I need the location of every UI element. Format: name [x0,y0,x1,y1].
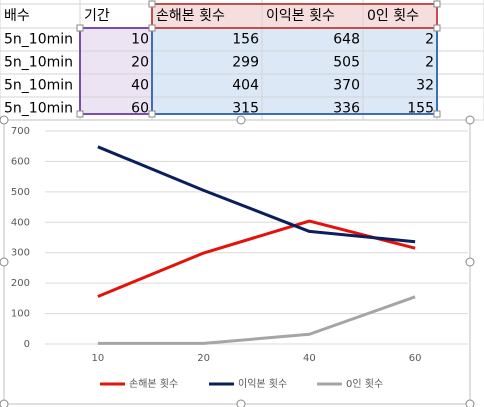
selection-handle [148,110,156,118]
resize-handle [236,399,246,407]
x-tick-label: 20 [197,353,210,364]
table-cell: 156 [232,32,259,48]
table-cell: 5n_10min [4,32,73,48]
resize-handle [0,115,9,125]
x-tick-label: 60 [409,353,422,364]
selection-handle [148,24,156,32]
header-cell: 손해본 횟수 [156,8,225,24]
y-tick-label: 300 [11,248,30,259]
y-tick-label: 500 [11,187,30,198]
selection-handle [433,0,441,8]
selection-handle [433,24,441,32]
resize-handle [465,399,475,407]
legend-label: 손해본 횟수 [129,377,178,390]
table-cell: 32 [416,78,434,94]
table-cell: 5n_10min [4,55,73,71]
table-backgrounds [80,4,437,114]
x-tick-label: 40 [303,353,316,364]
header-cell: 0인 횟수 [367,8,419,24]
resize-handle [236,115,246,125]
resize-handle [465,257,475,267]
table-cell: 5n_10min [4,101,73,117]
y-tick-label: 0 [24,339,30,350]
table-cell: 370 [333,78,360,94]
table-cell: 404 [232,78,259,94]
table-cell: 505 [333,55,360,71]
table-cell: 336 [333,101,360,117]
range-fill [80,28,152,114]
selection-handle [76,110,84,118]
y-tick-label: 700 [11,126,30,137]
line [97,219,416,298]
header-cell: 기간 [84,8,110,24]
y-tick-label: 200 [11,278,30,289]
range-fill [152,28,437,114]
line [97,295,416,345]
resize-handle [465,115,475,125]
table-cell: 2 [425,55,434,71]
table-cell: 648 [333,32,360,48]
header-cell: 이익본 횟수 [266,8,335,24]
table-cell: 299 [232,55,259,71]
range-fill [152,4,437,28]
selection-handle [433,110,441,118]
legend-label: 이익본 횟수 [238,378,287,390]
selection-handle [148,0,156,8]
legend-label: 0인 횟수 [346,378,383,390]
line [97,145,416,244]
table-cell: 60 [131,101,149,117]
table-cell: 315 [232,101,259,117]
x-tick-label: 10 [92,353,105,364]
table-cell: 2 [425,32,434,48]
table-cell: 5n_10min [4,78,73,94]
table-cell: 10 [131,32,149,48]
resize-handle [0,257,9,267]
table-cell: 20 [131,55,149,71]
y-tick-label: 400 [11,217,30,228]
selection-handle [76,24,84,32]
table-cell: 155 [407,101,434,117]
selection [151,3,438,29]
table-cell: 40 [131,78,149,94]
y-tick-label: 600 [11,156,30,167]
header-cell: 배수 [4,8,30,24]
resize-handle [0,399,9,407]
chart-area [3,119,471,405]
y-tick-label: 100 [11,309,30,320]
